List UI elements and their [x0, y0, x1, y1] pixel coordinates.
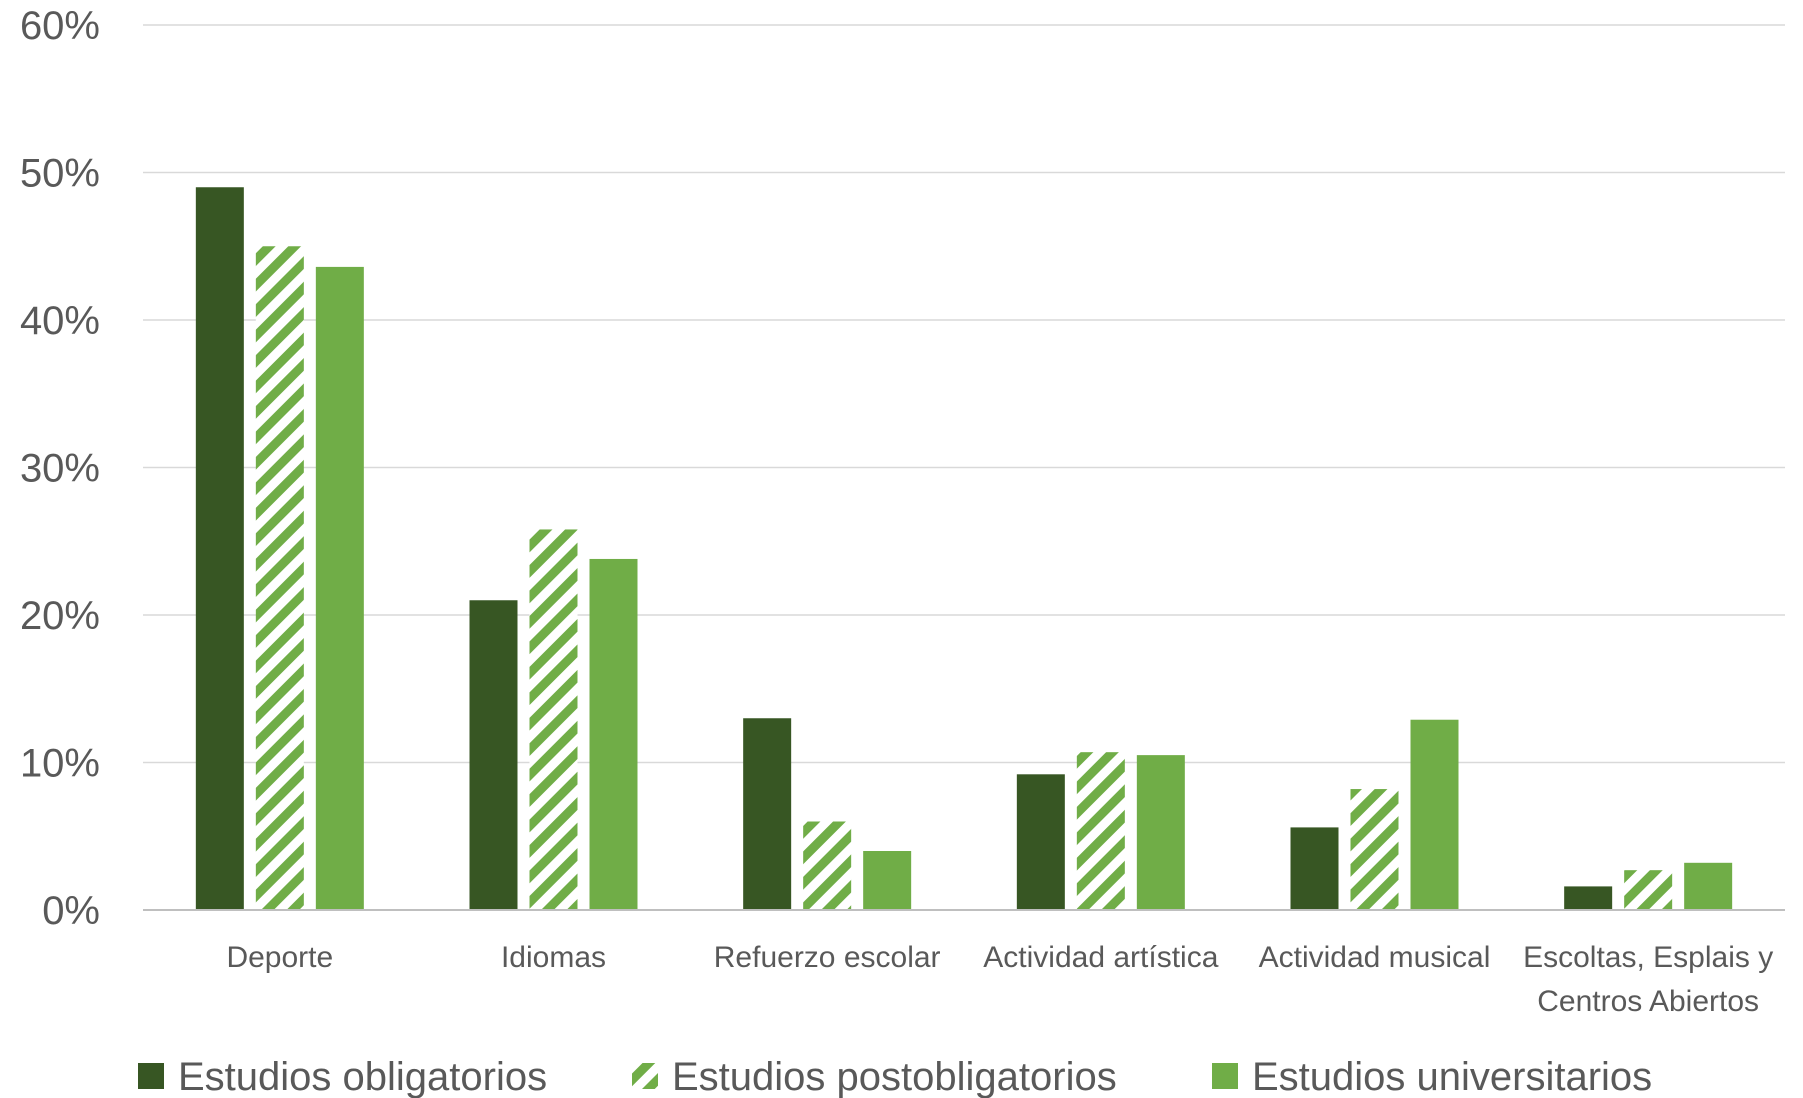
- y-tick-label: 30%: [20, 447, 100, 491]
- bar-series-2-category-6: [1624, 870, 1673, 910]
- y-tick-label: 10%: [20, 742, 100, 786]
- bar-series-1-category-5: [1290, 827, 1339, 910]
- bar-series-3-category-2: [589, 558, 638, 910]
- x-category-label: Deporte: [226, 941, 333, 974]
- gridlines: [143, 24, 1785, 764]
- legend-swatch: [138, 1063, 164, 1089]
- y-axis-tick-labels: 0% 10% 20% 30% 40% 50% 60%: [20, 4, 100, 933]
- x-category-label: Centros Abiertos: [1537, 985, 1759, 1018]
- bar-series-3-category-4: [1136, 755, 1185, 910]
- bar-series-2-category-5: [1350, 789, 1399, 910]
- legend: Estudios obligatorios Estudios postobliga…: [138, 1055, 1652, 1098]
- legend-label: Estudios universitarios: [1252, 1055, 1652, 1098]
- x-category-label: Idiomas: [501, 941, 606, 974]
- bar-series-3-category-6: [1684, 862, 1733, 910]
- bar-series-2-category-2: [529, 529, 578, 910]
- legend-swatch: [1212, 1063, 1238, 1089]
- bar-series-2-category-3: [803, 821, 852, 910]
- x-category-label: Escoltas, Esplais y: [1523, 941, 1773, 974]
- y-tick-label: 40%: [20, 299, 100, 343]
- legend-label: Estudios postobligatorios: [672, 1055, 1117, 1098]
- bar-series-2-category-4: [1076, 752, 1125, 910]
- y-tick-label: 20%: [20, 594, 100, 638]
- y-tick-label: 50%: [20, 152, 100, 196]
- bar-series-1-category-4: [1016, 774, 1065, 910]
- legend-label: Estudios obligatorios: [178, 1055, 547, 1098]
- bar-series-1-category-3: [743, 718, 792, 910]
- bars: [195, 187, 1733, 910]
- bar-series-1-category-6: [1564, 886, 1613, 910]
- x-category-label: Actividad artística: [983, 941, 1218, 974]
- bar-series-1-category-2: [469, 600, 518, 910]
- bar-series-3-category-3: [863, 851, 912, 910]
- x-category-label: Refuerzo escolar: [714, 941, 941, 974]
- bar-series-3-category-5: [1410, 719, 1459, 910]
- bar-series-2-category-1: [255, 246, 304, 910]
- y-tick-label: 60%: [20, 4, 100, 48]
- x-axis-category-labels: Deporte Idiomas Refuerzo escolar Actividad …: [226, 941, 1773, 1018]
- x-category-label: Actividad musical: [1259, 941, 1491, 974]
- y-tick-label: 0%: [42, 889, 100, 933]
- bar-series-1-category-1: [195, 187, 244, 910]
- legend-swatch: [632, 1063, 658, 1089]
- bar-series-3-category-1: [315, 266, 364, 910]
